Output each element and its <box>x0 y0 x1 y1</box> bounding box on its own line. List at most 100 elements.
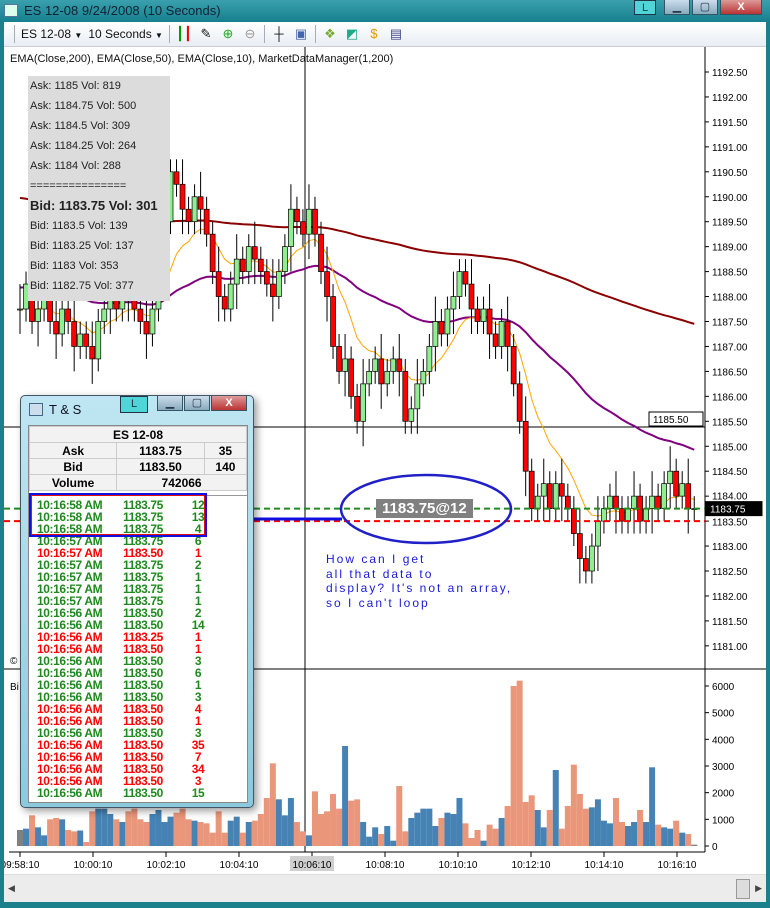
candle <box>414 358 421 434</box>
trade-size: 4 <box>194 523 202 535</box>
trade-row: 10:16:56 AM 1183.50 35 <box>29 739 247 751</box>
trade-time: 10:16:57 AM <box>37 535 103 547</box>
interval-selector[interactable]: 10 Seconds ▼ <box>88 27 163 41</box>
minimize-button[interactable]: ▁ <box>664 0 690 15</box>
candle <box>276 259 282 310</box>
candle-body <box>263 271 270 285</box>
instrument-label: ES 12-08 <box>21 27 72 41</box>
candle-body <box>239 258 246 272</box>
trade-size: 3 <box>194 775 202 787</box>
volume-bar <box>348 800 355 846</box>
instrument-selector[interactable]: ES 12-08 ▼ <box>21 27 82 41</box>
candle-body <box>589 545 595 572</box>
candle-body <box>468 283 475 310</box>
candle-body <box>673 470 680 497</box>
candle <box>257 246 264 285</box>
candle <box>366 358 373 397</box>
candle-body <box>583 558 589 572</box>
candle-body <box>83 333 90 347</box>
zoom-in-icon[interactable]: ⊕ <box>222 26 234 41</box>
candle <box>215 246 222 322</box>
volume-bar <box>625 825 632 846</box>
volume-bar <box>125 811 132 846</box>
maximize-button[interactable]: ▢ <box>692 0 718 15</box>
ask-level: Ask: 1184.75 Vol: 500 <box>30 100 137 112</box>
trade-size: 6 <box>194 535 202 547</box>
candle-body <box>655 495 661 509</box>
market-depth-overlay: Ask: 1185 Vol: 819 Ask: 1184.75 Vol: 500… <box>28 76 170 301</box>
trade-time: 10:16:56 AM <box>37 727 103 739</box>
zoom-out-icon[interactable]: ⊖ <box>244 26 256 41</box>
candle <box>263 259 270 297</box>
price-tick-label: 1191.50 <box>712 118 748 129</box>
volume-bar <box>468 837 475 846</box>
trade-price: 1183.50 <box>123 679 163 691</box>
trade-size: 3 <box>194 727 202 739</box>
trade-time: 10:16:56 AM <box>37 631 103 643</box>
last-price-label: 1183.75 <box>710 505 746 516</box>
trade-time: 10:16:56 AM <box>37 703 103 715</box>
candle <box>420 358 427 397</box>
trade-size: 1 <box>194 595 202 607</box>
ts-maximize-button[interactable]: ▢ <box>184 396 210 411</box>
candle <box>667 446 674 509</box>
properties-icon[interactable]: ▣ <box>294 26 308 41</box>
volume-bar <box>570 764 577 846</box>
trade-row: 10:16:57 AM 1183.75 2 <box>29 559 247 571</box>
candle-body <box>492 333 499 347</box>
volume-bar <box>143 821 150 846</box>
volume-bar <box>576 793 583 846</box>
ts-close-button[interactable]: X <box>211 396 247 411</box>
trade-time: 10:16:57 AM <box>37 583 103 595</box>
bar-type-icon[interactable]: ┃┃ <box>176 26 192 41</box>
candle <box>354 383 360 434</box>
trade-size: 1 <box>194 679 202 691</box>
candle-body <box>438 321 445 335</box>
price-tick-label: 1190.00 <box>712 193 748 204</box>
volume-bar <box>197 821 204 846</box>
time-tick-label: 10:06:10 <box>293 860 332 871</box>
candle <box>655 483 661 522</box>
volume-bar <box>649 767 656 846</box>
drawing-pencil-icon[interactable]: ✎ <box>200 26 212 41</box>
highlight-box <box>29 493 207 537</box>
volume-bar <box>65 829 72 846</box>
volume-bar <box>552 769 559 846</box>
volume-bar <box>305 835 312 846</box>
candle-body <box>558 483 565 497</box>
best-bid-level: Bid: 1183.75 Vol: 301 <box>30 198 158 213</box>
bid-price: 1183.50 <box>116 458 205 475</box>
trade-size: 35 <box>191 739 205 751</box>
strategy-icon[interactable]: ❖ <box>324 26 336 41</box>
candle-body <box>318 233 324 272</box>
trades-list[interactable]: 10:16:58 AM 1183.75 12 10:16:58 AM 1183.75 13… <box>29 495 247 799</box>
candle <box>522 396 529 497</box>
time-and-sales-window[interactable]: T & S L ▁ ▢ X ES 12-08 Ask 1183.75 35 Bid 1… <box>20 395 254 808</box>
scrollbar-thumb[interactable] <box>736 879 750 899</box>
candle <box>300 209 306 247</box>
candle-body <box>300 221 306 235</box>
horizontal-scrollbar[interactable]: ◀ ▶ <box>4 874 766 902</box>
trade-row: 10:16:56 AM 1183.50 1 <box>29 715 247 727</box>
scroll-right-arrow-icon[interactable]: ▶ <box>755 883 762 893</box>
crosshair-time-highlight <box>290 856 334 871</box>
crosshair-icon[interactable]: ┼ <box>274 26 284 41</box>
candle <box>65 296 72 334</box>
link-button[interactable]: L <box>634 0 656 15</box>
candle-body <box>462 271 469 285</box>
candle <box>221 284 228 322</box>
candle <box>625 496 631 534</box>
ts-window-title: T & S <box>49 402 82 417</box>
ts-link-button[interactable]: L <box>120 396 148 413</box>
dollar-icon[interactable]: $ <box>370 26 378 41</box>
trade-time: 10:16:58 AM <box>37 523 103 535</box>
volume-bar <box>107 813 114 846</box>
volume-bar <box>173 812 180 846</box>
indicator-icon[interactable]: ◩ <box>345 26 359 41</box>
scroll-left-arrow-icon[interactable]: ◀ <box>8 883 15 893</box>
ts-minimize-button[interactable]: ▁ <box>157 396 183 411</box>
close-button[interactable]: X <box>720 0 762 15</box>
candle <box>631 471 637 534</box>
candle-body <box>185 208 192 223</box>
data-box-icon[interactable]: ▤ <box>389 26 403 41</box>
